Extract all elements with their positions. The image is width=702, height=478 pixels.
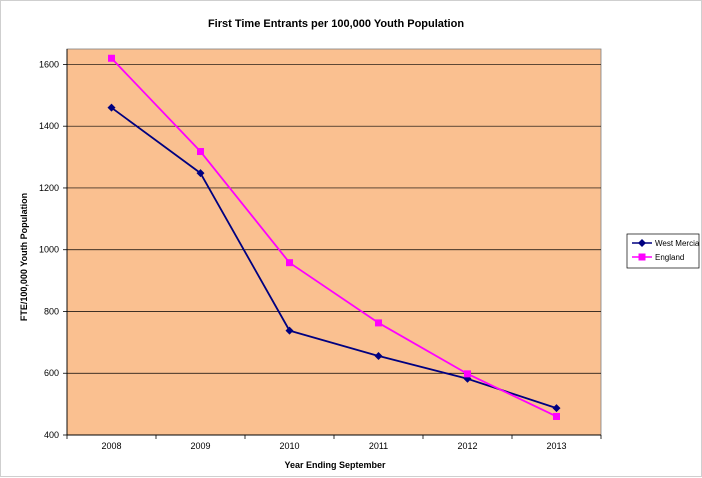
legend: West Mercia England [626, 233, 700, 269]
point-west-mercia-2013 [552, 404, 561, 413]
point-england-2013 [553, 412, 560, 420]
legend-label-england: England [655, 253, 684, 262]
point-west-mercia-2008 [107, 103, 116, 112]
x-tick-label-2011: 2011 [369, 441, 388, 451]
legend-marker-west-mercia [638, 239, 646, 247]
y-tick-label-1000: 1000 [39, 245, 59, 255]
point-england-2010 [286, 259, 293, 267]
series-layer [107, 54, 561, 420]
series-england [108, 54, 560, 420]
point-england-2008 [108, 54, 115, 62]
y-tick-label-400: 400 [44, 430, 59, 440]
y-tick-label-1400: 1400 [39, 121, 59, 131]
y-axis-title: FTE/100,000 Youth Population [19, 193, 29, 321]
x-tick-label-2009: 2009 [190, 441, 210, 451]
series-line-west-mercia [110, 106, 557, 409]
series-line-england [110, 57, 557, 418]
point-england-2011 [375, 319, 382, 327]
x-tick-label-2010: 2010 [279, 441, 299, 451]
x-axis-ticks: 2008 2009 2010 2011 2012 2013 [66, 435, 602, 451]
point-england-2009 [197, 148, 204, 156]
point-west-mercia-2009 [196, 169, 205, 178]
y-tick-label-1200: 1200 [39, 183, 59, 193]
x-tick-label-2013: 2013 [546, 441, 566, 451]
legend-marker-england [638, 253, 646, 261]
chart-title: First Time Entrants per 100,000 Youth Po… [208, 18, 464, 30]
y-tick-label-1600: 1600 [39, 59, 59, 69]
x-tick-label-2012: 2012 [457, 441, 477, 451]
y-tick-label-800: 800 [44, 306, 59, 316]
gridlines [67, 64, 601, 374]
y-tick-label-600: 600 [44, 368, 59, 378]
point-west-mercia-2011 [374, 351, 383, 360]
legend-label-west-mercia: West Mercia [655, 239, 700, 248]
legend-box [626, 233, 700, 269]
plot-area [66, 48, 602, 436]
point-west-mercia-2010 [285, 326, 294, 335]
point-england-2012 [464, 370, 471, 378]
x-tick-label-2008: 2008 [101, 441, 121, 451]
series-west-mercia [107, 103, 561, 413]
x-axis-title: Year Ending September [284, 460, 386, 470]
